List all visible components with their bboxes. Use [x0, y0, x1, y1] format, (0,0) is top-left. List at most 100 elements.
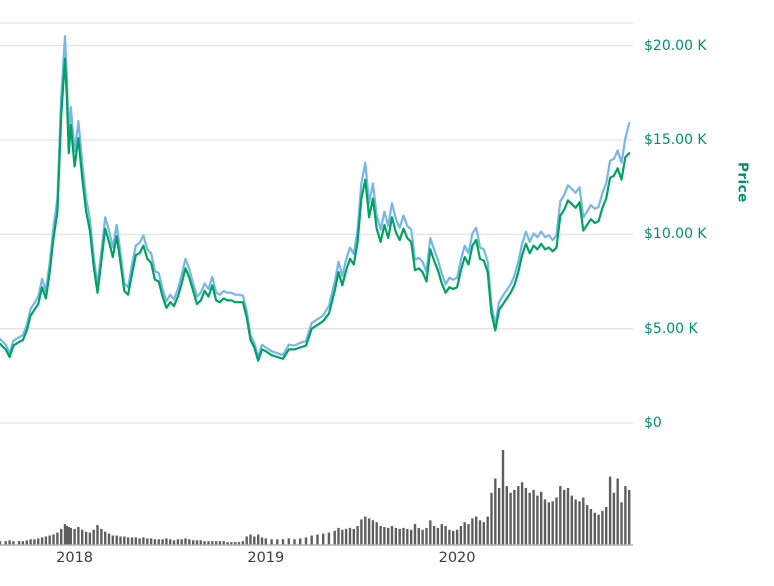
volume-bar [413, 524, 417, 545]
volume-bar [383, 527, 386, 546]
volume-bar [65, 526, 69, 545]
volume-bar [390, 526, 394, 545]
volume-bar [486, 516, 489, 545]
volume-bar [180, 539, 183, 545]
x-tick-label: 2019 [247, 550, 285, 566]
volume-bar [195, 540, 199, 546]
volume-bar [33, 539, 36, 545]
volume-bar [520, 482, 524, 545]
volume-bar [547, 502, 551, 546]
volume-bar [211, 541, 214, 545]
volume-bar [264, 538, 267, 546]
volume-bar [348, 527, 352, 545]
volume-bar [207, 541, 210, 545]
volume-bar [60, 528, 63, 546]
volume-bar [142, 537, 145, 545]
volume-bar [276, 539, 279, 545]
volume-bar [192, 540, 195, 546]
volume-bar [230, 542, 233, 545]
volume-bar [73, 528, 76, 546]
volume-bar [379, 526, 382, 545]
volume-bar [257, 534, 260, 545]
volume-bar [222, 541, 225, 545]
volume-bar [540, 491, 543, 545]
volume-bar [260, 537, 264, 545]
volume-bar [482, 522, 485, 545]
volume-bar [497, 488, 501, 545]
y-tick-label: $10.00 K [644, 226, 707, 243]
volume-bar [77, 527, 80, 546]
volume-bar [316, 534, 319, 545]
volume-bar [601, 510, 604, 545]
volume-bar [436, 527, 440, 545]
volume-bar [107, 533, 111, 545]
volume-bar [126, 537, 130, 545]
volume-bar [48, 535, 51, 545]
volume-bar [29, 539, 32, 545]
x-tick-label: 2020 [438, 550, 476, 566]
volume-bar [111, 535, 114, 545]
volume-bar [517, 486, 520, 545]
y-tick-label: $15.00 K [644, 131, 707, 148]
volume-bar [119, 536, 122, 545]
y-tick-label: $20.00 K [644, 37, 707, 54]
volume-bar [25, 540, 28, 546]
volume-bar [253, 536, 256, 545]
volume-bar [115, 535, 118, 545]
volume-bar [371, 520, 375, 545]
y-tick-label: $0 [644, 415, 662, 431]
volume-bar [69, 527, 72, 545]
volume-bar [494, 478, 497, 545]
volume-bar [432, 526, 436, 545]
volume-bar [56, 532, 59, 545]
volume-bar [513, 489, 516, 545]
volume-bar [138, 538, 141, 546]
volume-bar [574, 499, 577, 545]
volume-bar [578, 501, 581, 545]
volume-bar [237, 542, 241, 545]
volume-bar [417, 527, 420, 545]
volume-bar [505, 486, 508, 545]
volume-bar [299, 538, 302, 546]
volume-bar [0, 541, 2, 545]
volume-bar [199, 540, 202, 546]
volume-bar [37, 538, 40, 546]
volume-bar [360, 519, 363, 546]
volume-bar [421, 529, 424, 545]
volume-bar [21, 541, 25, 545]
volume-bar [188, 539, 191, 545]
volume-bar [444, 526, 447, 545]
volume-bar [249, 534, 252, 545]
volume-bar [40, 537, 44, 545]
volume-bar [12, 541, 15, 545]
volume-bar [570, 495, 573, 545]
volume-bar [344, 528, 348, 546]
volume-bar [63, 524, 67, 545]
volume-bar [367, 518, 371, 545]
volume-bar [593, 512, 596, 545]
volume-bar [203, 541, 206, 545]
volume-bar [304, 537, 308, 545]
volume-bar [624, 486, 627, 545]
volume-bar [84, 531, 88, 545]
volume-bar [398, 528, 401, 546]
volume-bar [524, 488, 528, 545]
volume-bar [440, 524, 443, 545]
volume-bar [394, 527, 398, 545]
volume-bar [467, 524, 470, 545]
volume-bar [532, 489, 535, 545]
volume-bar [8, 540, 11, 546]
volume-bar [463, 522, 466, 545]
volume-bar [4, 541, 7, 545]
volume-bar [310, 535, 313, 545]
volume-bar [387, 527, 390, 545]
volume-bar [184, 538, 187, 546]
volume-bar [293, 539, 296, 545]
volume-bar [130, 537, 134, 545]
volume-bar [406, 528, 409, 546]
volume-bar [104, 531, 107, 545]
volume-bar [322, 533, 325, 545]
volume-bar [341, 529, 344, 545]
